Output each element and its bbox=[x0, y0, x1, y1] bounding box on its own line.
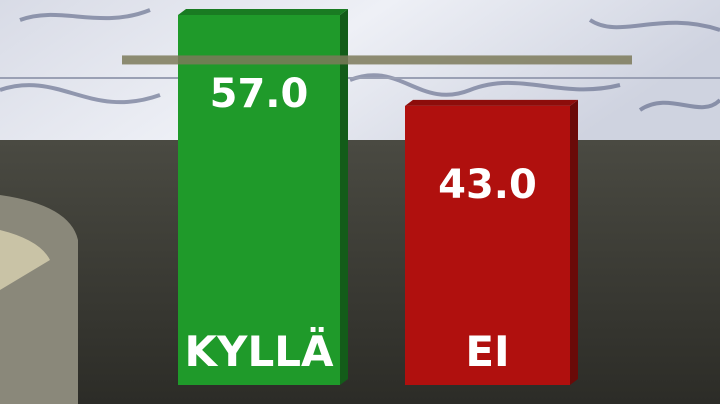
cylinder-prop bbox=[0, 195, 78, 404]
bar-side bbox=[570, 99, 578, 385]
bar-group-0: 57.0 KYLLÄ bbox=[178, 9, 348, 385]
floor bbox=[0, 140, 720, 404]
bar-group-1: 43.0 EI bbox=[405, 99, 578, 385]
reference-line-50 bbox=[122, 55, 632, 65]
category-label: EI bbox=[465, 327, 509, 376]
marble-backdrop bbox=[0, 0, 720, 145]
bar bbox=[178, 15, 340, 385]
bar-top bbox=[178, 9, 348, 15]
value-label: 43.0 bbox=[438, 162, 537, 208]
bar-top bbox=[405, 99, 578, 106]
bar bbox=[405, 105, 570, 385]
bar-side bbox=[340, 9, 348, 385]
value-label: 57.0 bbox=[210, 71, 309, 117]
category-label: KYLLÄ bbox=[185, 326, 334, 376]
